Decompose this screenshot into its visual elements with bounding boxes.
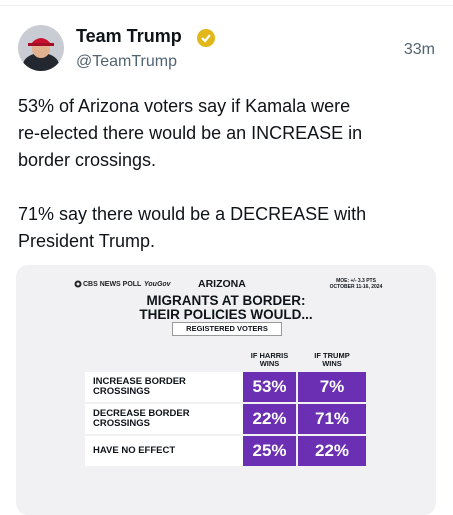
row-label-text: HAVE NO EFFECT (93, 446, 175, 456)
paragraph: 53% of Arizona voters say if Kamala were… (18, 93, 362, 174)
column-header: IF TRUMP WINS (302, 352, 362, 368)
image-subtitle: REGISTERED VOTERS (172, 322, 282, 336)
author-handle[interactable]: @TeamTrump (76, 53, 177, 70)
page: {"tweet": {"author": "Team Trump", "hand… (0, 5, 453, 515)
poll-partner: YouGov (144, 281, 171, 288)
label-line: INCREASE BORDER (93, 376, 186, 387)
table-value: 71% (298, 404, 366, 434)
image-title: MIGRANTS AT BORDER: THEIR POLICIES WOULD… (16, 294, 436, 322)
avatar[interactable] (18, 25, 64, 71)
table-value: 53% (243, 372, 296, 402)
label-line: CROSSINGS (93, 418, 151, 429)
row-label: HAVE NO EFFECT (85, 436, 243, 466)
state: ARIZONA (198, 278, 246, 290)
row-label: DECREASE BORDER CROSSINGS (85, 404, 243, 434)
row-label-text: INCREASE BORDER CROSSINGS (93, 377, 186, 397)
author-name[interactable]: Team Trump (76, 26, 182, 46)
header-line: IF HARRIS (250, 351, 289, 360)
verified-badge (197, 29, 215, 47)
row-label: INCREASE BORDER CROSSINGS (85, 372, 243, 402)
cbs-eye (74, 280, 82, 288)
divider (0, 5, 453, 6)
embedded-image[interactable]: CBS NEWS POLL YouGov ARIZONA MOE: +/- 3.… (16, 265, 436, 515)
moe: MOE: +/- 3.3 PTS (336, 278, 376, 284)
text-line: 53% of Arizona voters say if Kamala were (18, 96, 351, 116)
header-line: IF TRUMP (314, 351, 350, 360)
timestamp[interactable]: 33m (403, 41, 435, 58)
column-header: IF HARRIS WINS (240, 352, 300, 368)
table-value: 22% (298, 436, 366, 466)
poll-source: CBS NEWS POLL (83, 281, 142, 288)
paragraph: 71% say there would be a DECREASE with Pr… (18, 201, 366, 255)
label-line: CROSSINGS (93, 386, 151, 397)
label-line: DECREASE BORDER (93, 408, 190, 419)
table-value: 7% (298, 372, 366, 402)
text-line: 71% say there would be a DECREASE with (18, 204, 367, 224)
title-line: MIGRANTS AT BORDER: (146, 293, 306, 308)
text-line: border crossings. (18, 150, 157, 170)
row-label-text: DECREASE BORDER CROSSINGS (93, 409, 190, 429)
label-line: HAVE NO EFFECT (93, 445, 176, 456)
dates: OCTOBER 11-16, 2024 (329, 284, 383, 290)
poll-info: MOE: +/- 3.3 PTS OCTOBER 11-16, 2024 (316, 278, 396, 290)
header-line: WINS (322, 359, 342, 368)
header-line: WINS (259, 359, 280, 368)
text-line: President Trump. (18, 231, 156, 251)
text-line: re-elected there would be an INCREASE in (18, 123, 363, 143)
table-value: 25% (243, 436, 296, 466)
title-line: THEIR POLICIES WOULD... (139, 307, 313, 322)
table-value: 22% (243, 404, 296, 434)
